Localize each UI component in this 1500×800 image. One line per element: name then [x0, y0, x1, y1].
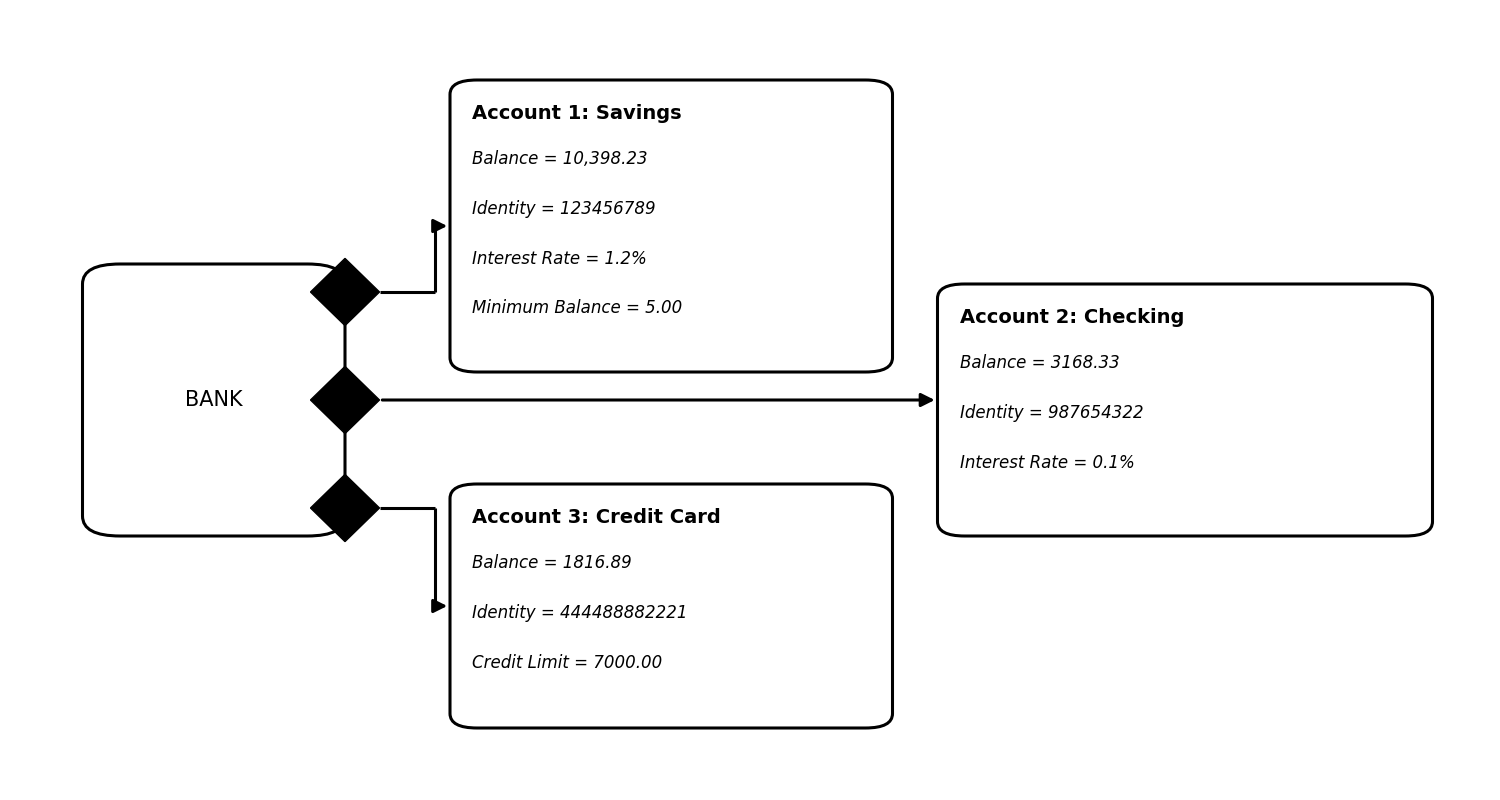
Text: BANK: BANK — [184, 390, 243, 410]
FancyBboxPatch shape — [450, 484, 892, 728]
Text: Identity = 123456789: Identity = 123456789 — [472, 200, 656, 218]
Text: Balance = 3168.33: Balance = 3168.33 — [960, 354, 1119, 373]
Text: Identity = 444488882221: Identity = 444488882221 — [472, 604, 688, 622]
Text: Minimum Balance = 5.00: Minimum Balance = 5.00 — [472, 299, 682, 318]
Text: Interest Rate = 1.2%: Interest Rate = 1.2% — [472, 250, 648, 267]
Text: Account 1: Savings: Account 1: Savings — [472, 104, 682, 123]
Text: Credit Limit = 7000.00: Credit Limit = 7000.00 — [472, 654, 663, 672]
Text: Account 3: Credit Card: Account 3: Credit Card — [472, 508, 722, 527]
Text: Balance = 1816.89: Balance = 1816.89 — [472, 554, 633, 573]
Text: Account 2: Checking: Account 2: Checking — [960, 308, 1185, 327]
Text: Balance = 10,398.23: Balance = 10,398.23 — [472, 150, 648, 169]
Polygon shape — [310, 474, 380, 542]
FancyBboxPatch shape — [450, 80, 892, 372]
Polygon shape — [310, 258, 380, 326]
Text: Interest Rate = 0.1%: Interest Rate = 0.1% — [960, 454, 1134, 472]
FancyBboxPatch shape — [82, 264, 345, 536]
Text: Identity = 987654322: Identity = 987654322 — [960, 404, 1143, 422]
Polygon shape — [310, 366, 380, 434]
FancyBboxPatch shape — [938, 284, 1432, 536]
